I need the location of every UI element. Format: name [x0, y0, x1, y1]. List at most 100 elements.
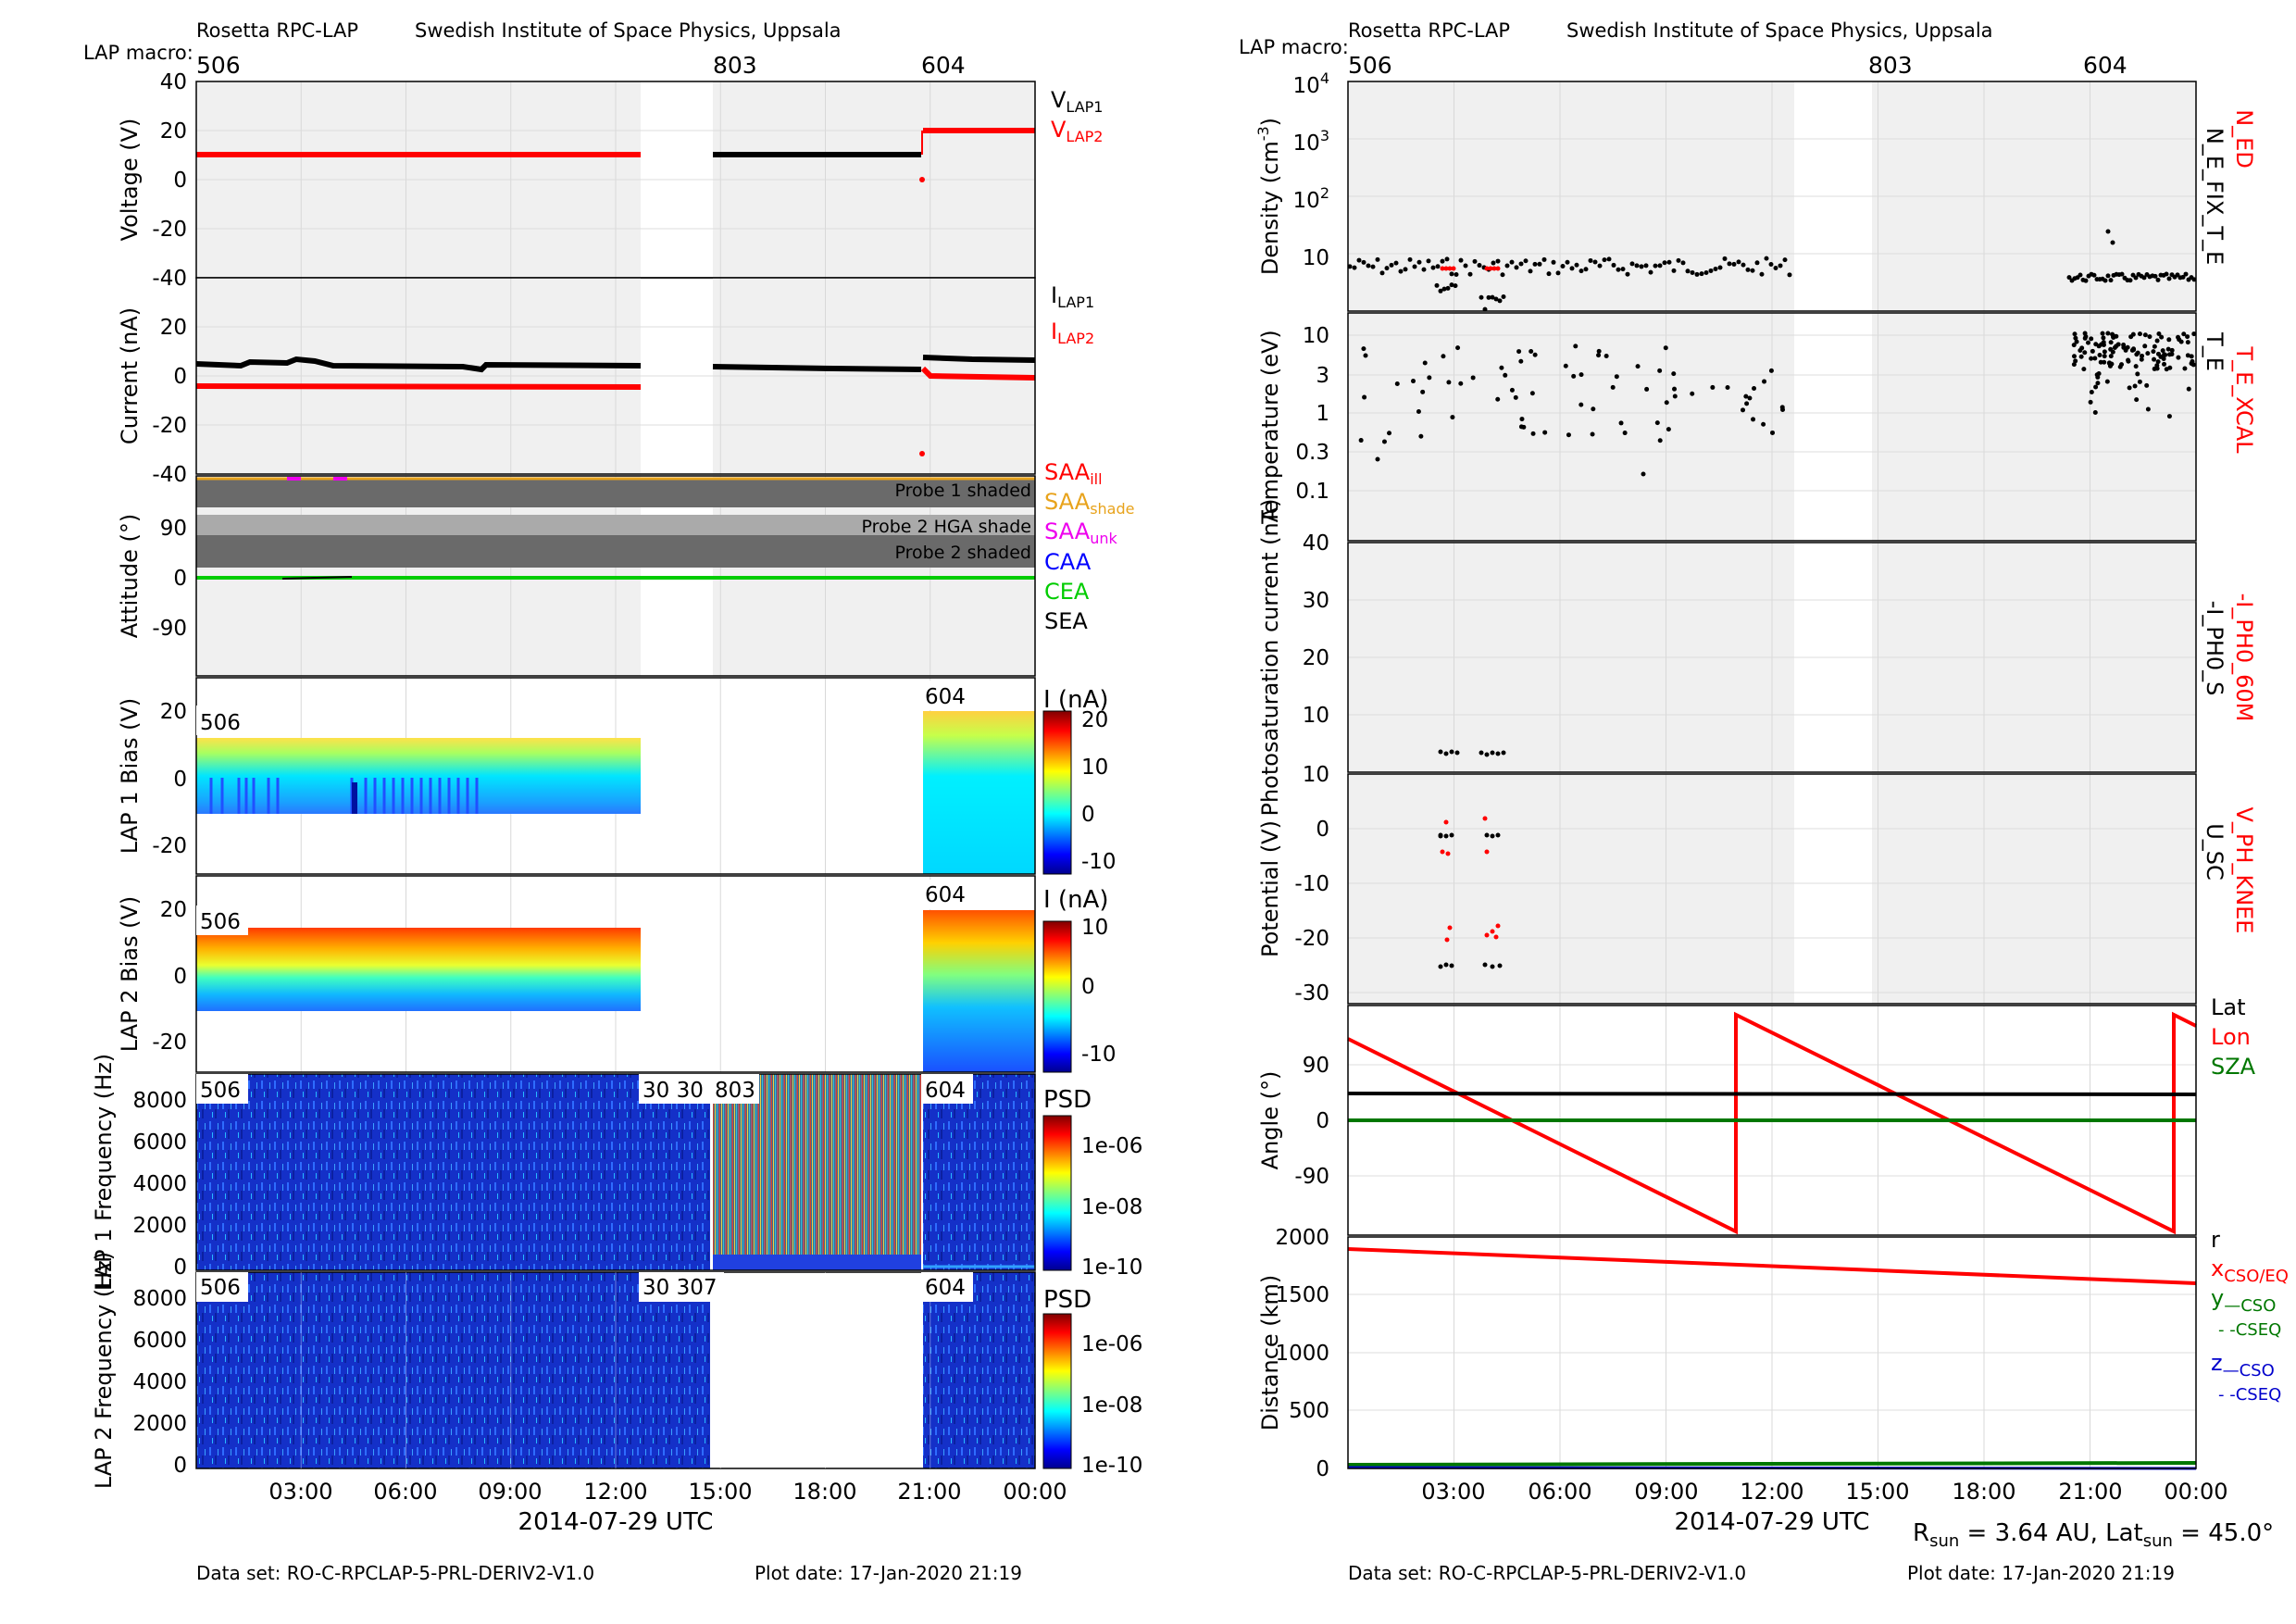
data-point: [1375, 456, 1380, 462]
data-point: [1750, 268, 1755, 273]
data-point: [1443, 266, 1449, 271]
right-macro-label: LAP macro:: [1239, 36, 1349, 58]
data-point: [2155, 351, 2161, 356]
t-ytick: 0.3: [1295, 441, 1329, 465]
left-plot-date: Plot date: 17-Jan-2020 21:19: [755, 1562, 1022, 1584]
data-point: [1727, 261, 1732, 267]
density-legend-col2: N_ED: [2231, 109, 2257, 169]
data-point: [1375, 256, 1380, 262]
data-point: [2147, 334, 2152, 340]
data-point: [2066, 275, 2072, 281]
data-point: [1614, 374, 1619, 380]
data-point: [2182, 366, 2188, 371]
left-macro-604: 604: [921, 52, 966, 79]
data-point: [2152, 344, 2157, 349]
temperature-panel: 10 3 1 0.3 0.1 Temperature (eV) T_E T_E_…: [1257, 312, 2257, 542]
data-point: [2160, 348, 2165, 354]
data-point: [2130, 331, 2136, 337]
p2-cbar-tick: 1e-06: [1081, 1332, 1142, 1356]
data-point: [1504, 263, 1510, 269]
data-point: [2164, 271, 2169, 277]
data-point: [1542, 430, 1548, 435]
lt-tick: 21:00: [897, 1479, 961, 1505]
p1-cbar-tick: 1e-08: [1081, 1195, 1142, 1219]
data-point: [1657, 368, 1663, 373]
lap1-sweep-label-604: 604: [925, 685, 966, 709]
lap2-cbar-label: I (nA): [1043, 886, 1108, 914]
lon-legend: Lon: [2211, 1024, 2251, 1050]
data-point: [2142, 344, 2148, 349]
data-point: [1592, 259, 1598, 265]
i-lap1-line-1: [195, 356, 642, 373]
s1-cbar-tick: 10: [1081, 756, 1108, 780]
data-point: [1602, 257, 1607, 263]
data-point: [2145, 351, 2151, 356]
data-point: [1529, 348, 1534, 354]
data-point: [1444, 256, 1450, 262]
data-point: [2152, 273, 2158, 279]
data-point: [1363, 353, 1368, 358]
p2-ytick: 8000: [132, 1287, 187, 1311]
data-point: [1446, 380, 1452, 385]
data-point: [1451, 266, 1456, 271]
temp-legend-col1: T_E: [2202, 331, 2227, 371]
s2-ytick: 0: [173, 965, 187, 989]
lat-legend: Lat: [2211, 994, 2246, 1020]
data-point: [2101, 335, 2106, 341]
data-point: [2105, 273, 2111, 279]
ang-ytick: 0: [1316, 1109, 1329, 1133]
ph-ytick: 10: [1303, 704, 1329, 728]
data-point: [1710, 384, 1716, 390]
right-macro-803: 803: [1868, 52, 1913, 79]
data-point: [2071, 343, 2077, 348]
i-lap2-line-2: [920, 366, 1036, 381]
data-point: [1490, 294, 1495, 300]
data-point: [1654, 420, 1660, 426]
left-figure: Rosetta RPC-LAP Swedish Institute of Spa…: [83, 19, 1142, 1584]
data-point: [1713, 267, 1718, 272]
data-point: [2154, 366, 2160, 371]
p1-ytick: 8000: [132, 1089, 187, 1113]
lap1-cbar-label: I (nA): [1043, 686, 1108, 714]
data-point: [1555, 270, 1561, 276]
data-point: [1358, 438, 1364, 443]
data-point: [1493, 296, 1499, 302]
data-point: [2189, 354, 2194, 359]
data-point: [1407, 256, 1413, 262]
data-point: [1563, 363, 1568, 369]
p2-ytick: 2000: [132, 1412, 187, 1436]
saa-shade-legend: SAAshade: [1044, 489, 1134, 518]
data-point: [1370, 264, 1376, 269]
data-point: [1450, 415, 1455, 420]
data-point: [1747, 395, 1753, 401]
data-point: [1398, 269, 1404, 274]
current-ylabel: Current (nA): [117, 307, 143, 444]
data-point: [1690, 269, 1695, 275]
data-point: [1653, 263, 1658, 269]
data-point: [2134, 397, 2140, 403]
lt-tick: 15:00: [688, 1479, 752, 1505]
data-point: [1486, 294, 1491, 300]
data-point: [1606, 256, 1612, 262]
data-point: [1516, 349, 1522, 355]
i-ytick: -40: [152, 463, 187, 487]
data-point: [2155, 359, 2161, 365]
rt-tick: 06:00: [1528, 1479, 1591, 1505]
p1-ytick: 6000: [132, 1131, 187, 1155]
psd1-label-803: 803: [715, 1079, 755, 1103]
data-point: [1497, 298, 1503, 304]
data-point: [1500, 272, 1505, 278]
y-dist-line: [1347, 1461, 2197, 1467]
left-time-ticks: 03:00 06:00 09:00 12:00 15:00 18:00 21:0…: [268, 1479, 1067, 1505]
lap2-psd-panel: 506 30 307 604 8000 6000 4000 2000 0 LAP…: [91, 1252, 1142, 1489]
data-point: [1421, 267, 1427, 272]
data-point: [1509, 387, 1515, 393]
data-point: [2119, 362, 2125, 368]
data-point: [1635, 364, 1641, 369]
data-point: [1381, 439, 1387, 444]
lat-line: [1347, 1092, 2197, 1096]
photosat-legend-col2: -I_PH0_60M: [2231, 593, 2257, 722]
cea-legend: CEA: [1044, 579, 1090, 605]
data-point: [1458, 257, 1464, 263]
